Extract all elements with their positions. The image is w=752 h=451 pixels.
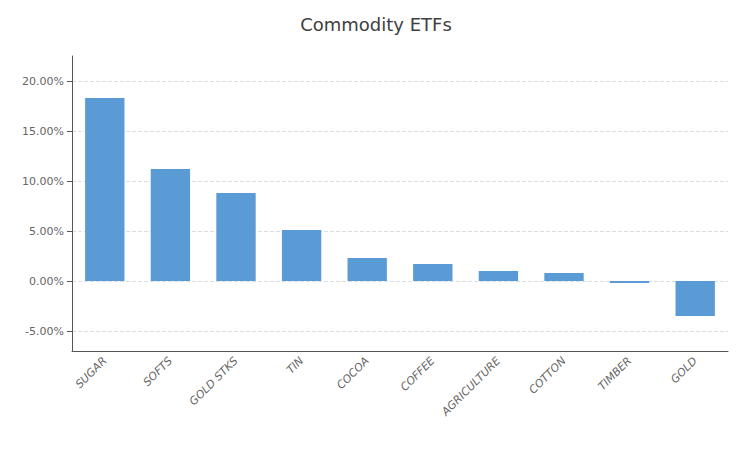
svg-text:15.00%: 15.00% (22, 125, 64, 138)
svg-text:5.00%: 5.00% (29, 225, 64, 238)
svg-text:Commodity ETFs: Commodity ETFs (300, 14, 452, 35)
svg-text:TIMBER: TIMBER (596, 354, 635, 393)
svg-text:20.00%: 20.00% (22, 75, 64, 88)
svg-text:COFFEE: COFFEE (398, 354, 438, 394)
svg-text:COCOA: COCOA (334, 354, 372, 392)
svg-text:GOLD STKS: GOLD STKS (187, 354, 241, 408)
svg-text:AGRICULTURE: AGRICULTURE (438, 354, 503, 419)
svg-text:COTTON: COTTON (526, 354, 568, 396)
svg-text:10.00%: 10.00% (22, 175, 64, 188)
svg-text:-5.00%: -5.00% (25, 325, 64, 338)
svg-text:0.00%: 0.00% (29, 275, 64, 288)
svg-text:SOFTS: SOFTS (141, 354, 175, 388)
svg-text:SUGAR: SUGAR (73, 354, 110, 391)
svg-text:TIN: TIN (284, 354, 306, 376)
svg-text:GOLD: GOLD (668, 354, 700, 386)
